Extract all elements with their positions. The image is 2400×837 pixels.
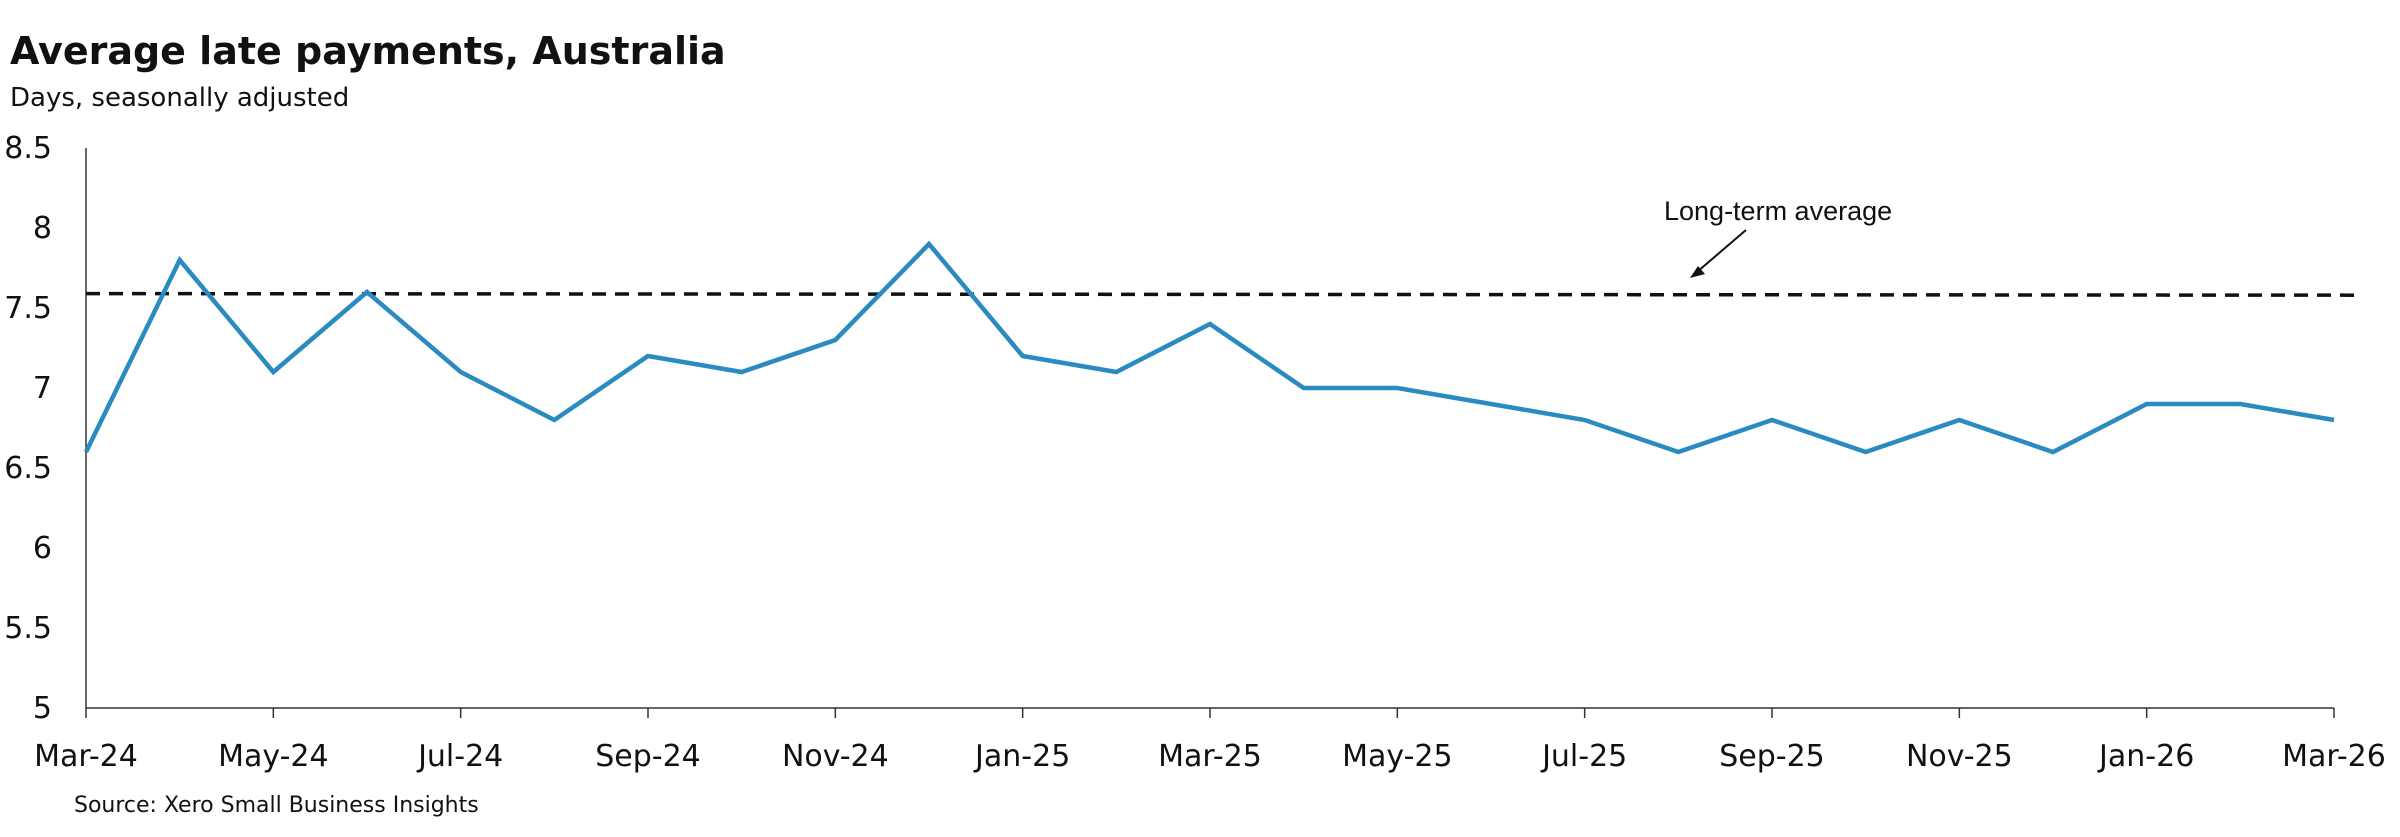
- y-tick-label: 8.5: [4, 131, 52, 166]
- data-point: [1301, 385, 1307, 391]
- data-point: [2050, 449, 2056, 455]
- data-point: [1769, 417, 1775, 423]
- y-tick-label: 5.5: [4, 611, 52, 646]
- x-tick-label: Jan-25: [973, 739, 1070, 774]
- chart-title: Average late payments, Australia: [10, 29, 726, 73]
- reference-line: [85, 291, 2363, 297]
- x-tick-label: Jan-26: [2097, 739, 2194, 774]
- x-tick-label: Mar-26: [2282, 739, 2386, 774]
- annotation-arrow: [1690, 229, 1747, 278]
- data-point: [1956, 417, 1962, 423]
- data-point: [739, 369, 745, 375]
- data-point: [1207, 321, 1213, 327]
- reference-line-label: Long-term average: [1664, 196, 1892, 226]
- x-tick-label: Mar-25: [1158, 739, 1262, 774]
- data-point: [2237, 401, 2243, 407]
- data-point: [177, 257, 183, 263]
- x-tick-label: May-25: [1342, 739, 1453, 774]
- y-tick-label: 7.5: [4, 291, 52, 326]
- x-tick-label: Sep-24: [595, 739, 701, 774]
- data-point: [1488, 401, 1494, 407]
- y-tick-label: 8: [33, 211, 52, 246]
- x-tick-label: Nov-25: [1906, 739, 2013, 774]
- data-point: [1020, 353, 1026, 359]
- data-point: [2144, 401, 2150, 407]
- data-point: [270, 369, 276, 375]
- y-tick-label: 7: [33, 371, 52, 406]
- data-point: [1582, 417, 1588, 423]
- series-group: [83, 240, 2337, 455]
- x-tick-label: Mar-24: [34, 739, 138, 774]
- data-point: [458, 369, 464, 375]
- x-tick-label: Jul-24: [416, 739, 503, 774]
- y-axis: 5 5.5 6 6.5 7 7.5 8 8.5: [4, 131, 87, 726]
- long-term-average: [85, 291, 2363, 297]
- data-point: [645, 353, 651, 359]
- chart-source: Source: Xero Small Business Insights: [74, 793, 479, 818]
- data-point: [2331, 417, 2337, 423]
- x-tick-label: Nov-24: [782, 739, 889, 774]
- data-point: [832, 337, 838, 343]
- data-point: [926, 241, 932, 247]
- chart-subtitle: Days, seasonally adjusted: [10, 83, 349, 113]
- y-tick-label: 6.5: [4, 451, 52, 486]
- data-point: [364, 289, 370, 295]
- data-point: [83, 449, 89, 455]
- x-tick-label: May-24: [218, 739, 329, 774]
- data-point: [1675, 449, 1681, 455]
- data-point: [551, 417, 557, 423]
- x-axis: Mar-24 May-24 Jul-24 Sep-24 Nov-24 Jan-25 Mar-…: [34, 707, 2386, 774]
- x-tick-label: Sep-25: [1719, 739, 1825, 774]
- data-point: [1394, 385, 1400, 391]
- x-tick-label: Jul-25: [1540, 739, 1627, 774]
- y-tick-label: 6: [33, 531, 52, 566]
- y-tick-label: 5: [33, 691, 52, 726]
- data-point: [1113, 369, 1119, 375]
- data-point: [1863, 449, 1869, 455]
- series-line: [83, 240, 2335, 455]
